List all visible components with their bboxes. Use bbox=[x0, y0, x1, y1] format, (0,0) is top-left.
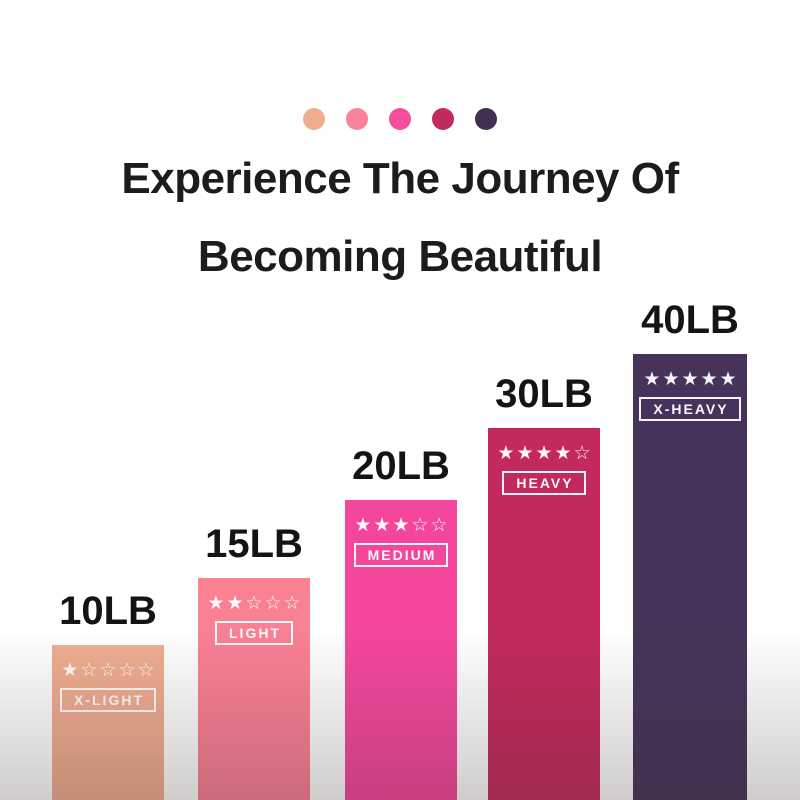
star-rating-4-of-5: ★★★★☆ bbox=[497, 442, 593, 464]
palette-dot-light-icon bbox=[346, 108, 368, 130]
star-rating-3-of-5: ★★★☆☆ bbox=[354, 514, 450, 536]
bar-column-10lb: 10LB ★☆☆☆☆ X-LIGHT bbox=[52, 589, 164, 800]
level-badge-heavy: HEAVY bbox=[502, 471, 586, 495]
level-badge-x-light: X-LIGHT bbox=[60, 688, 156, 712]
title-line-1: Experience The Journey Of bbox=[121, 154, 679, 203]
star-rating-5-of-5: ★★★★★ bbox=[643, 368, 739, 390]
level-badge-x-heavy: X-HEAVY bbox=[639, 397, 741, 421]
bar-20lb: ★★★☆☆ MEDIUM bbox=[345, 500, 457, 800]
palette-dot-medium-icon bbox=[389, 108, 411, 130]
palette-dot-x-heavy-icon bbox=[475, 108, 497, 130]
bar-15lb: ★★☆☆☆ LIGHT bbox=[198, 578, 310, 800]
weight-label-15lb: 15LB bbox=[205, 522, 303, 566]
weight-label-10lb: 10LB bbox=[59, 589, 157, 633]
bar-30lb: ★★★★☆ HEAVY bbox=[488, 428, 600, 800]
bar-10lb: ★☆☆☆☆ X-LIGHT bbox=[52, 645, 164, 800]
bar-40lb: ★★★★★ X-HEAVY bbox=[633, 354, 747, 800]
title-line-2: Becoming Beautiful bbox=[197, 232, 603, 281]
page-title: Experience The Journey Of Becoming Beaut… bbox=[0, 140, 800, 296]
weight-label-40lb: 40LB bbox=[641, 298, 739, 342]
palette-dot-heavy-icon bbox=[432, 108, 454, 130]
weight-label-20lb: 20LB bbox=[352, 444, 450, 488]
color-palette-row bbox=[0, 108, 800, 130]
palette-dot-x-light-icon bbox=[303, 108, 325, 130]
weight-label-30lb: 30LB bbox=[495, 372, 593, 416]
star-rating-2-of-5: ★★☆☆☆ bbox=[207, 592, 303, 614]
level-badge-medium: MEDIUM bbox=[353, 543, 449, 567]
bar-column-15lb: 15LB ★★☆☆☆ LIGHT bbox=[198, 522, 310, 800]
bar-column-20lb: 20LB ★★★☆☆ MEDIUM bbox=[345, 444, 457, 800]
level-badge-light: LIGHT bbox=[215, 621, 293, 645]
bar-column-40lb: 40LB ★★★★★ X-HEAVY bbox=[633, 298, 747, 800]
bar-column-30lb: 30LB ★★★★☆ HEAVY bbox=[488, 372, 600, 800]
star-rating-1-of-5: ★☆☆☆☆ bbox=[61, 659, 157, 681]
